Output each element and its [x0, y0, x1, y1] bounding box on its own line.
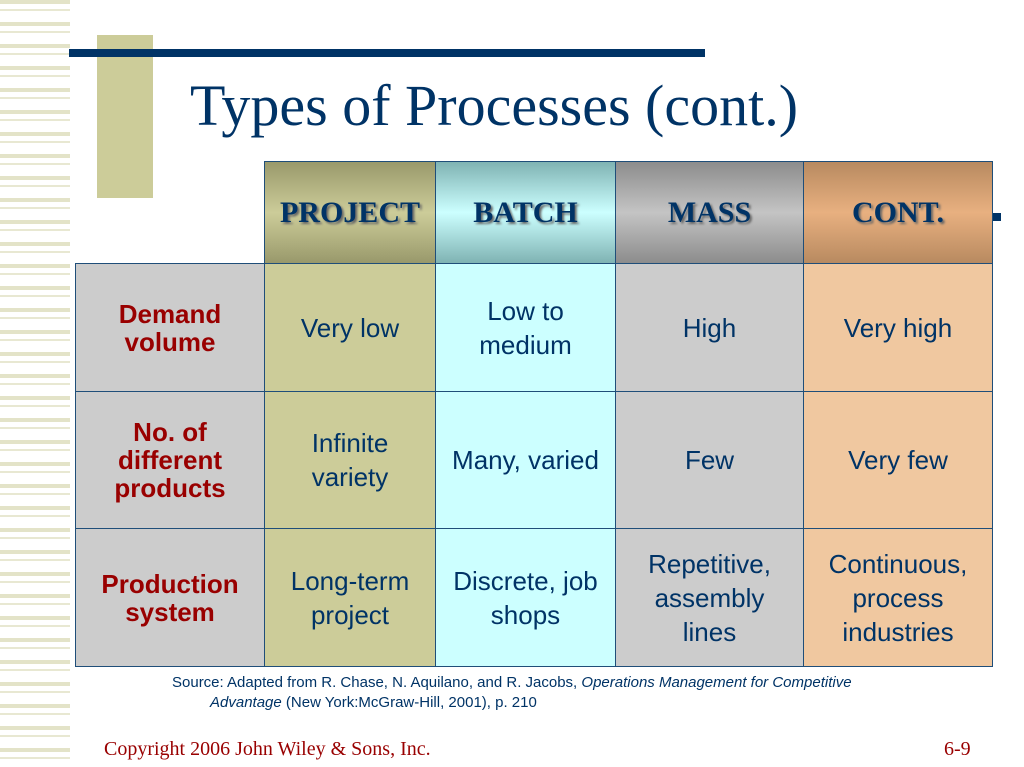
row-label: No. of different products	[75, 391, 265, 529]
row-label: Demand volume	[75, 263, 265, 392]
table-cell: Long-term project	[264, 528, 436, 667]
table-cell-text: Many, varied	[452, 445, 599, 475]
table-cell-text: High	[682, 312, 737, 343]
decorative-tan-bar	[97, 35, 153, 198]
column-header-batch: BATCH	[435, 161, 616, 264]
source-book-title-1: Operations Management for Competitive	[581, 674, 852, 691]
table-cell: Very few	[803, 391, 993, 529]
column-header-project: PROJECT	[264, 161, 436, 264]
page-number: 6-9	[944, 738, 971, 760]
decorative-stripes	[0, 0, 70, 767]
table-cell: Discrete, job shops	[435, 528, 616, 667]
decorative-blue-bar	[69, 49, 705, 57]
column-header-mass-text: MASS	[667, 195, 752, 229]
column-header-mass: MASS	[615, 161, 804, 264]
table-cell: High	[615, 263, 804, 392]
table-cell-text: Infinite variety	[311, 428, 389, 492]
table-cell: Low to medium	[435, 263, 616, 392]
column-header-project-text: PROJECT	[279, 195, 420, 229]
source-prefix: Source: Adapted from R. Chase, N. Aquila…	[172, 674, 582, 691]
source-book-title-2: Advantage	[210, 694, 282, 711]
table-cell-text: Very high	[843, 312, 953, 343]
row-label-text: Demand volume	[118, 298, 222, 357]
table-cell: Very low	[264, 263, 436, 392]
column-header-cont: CONT.	[803, 161, 993, 264]
source-citation: Source: Adapted from R. Chase, N. Aquila…	[172, 673, 852, 713]
row-label-text: No. of different products	[114, 417, 226, 503]
table-cell-text: Discrete, job shops	[453, 565, 598, 630]
slide-title: Types of Processes (cont.)	[190, 73, 799, 138]
table-cell: Repetitive, assembly lines	[615, 528, 804, 667]
table-cell: Few	[615, 391, 804, 529]
table-cell-text: Long-term project	[290, 565, 410, 630]
table-cell-text: Very few	[848, 445, 948, 475]
decorative-square	[993, 213, 1001, 221]
table-cell: Continuous, process industries	[803, 528, 993, 667]
source-suffix: (New York:McGraw-Hill, 2001), p. 210	[281, 694, 537, 711]
table-cell: Very high	[803, 263, 993, 392]
row-label: Production system	[75, 528, 265, 667]
column-header-batch-text: BATCH	[473, 195, 578, 229]
table-cell-text: Continuous, process industries	[828, 548, 968, 647]
table-cell: Many, varied	[435, 391, 616, 529]
table-cell-text: Low to medium	[479, 295, 572, 360]
table-cell-text: Repetitive, assembly lines	[648, 548, 771, 647]
column-header-cont-text: CONT.	[852, 195, 944, 229]
row-label-text: Production system	[101, 568, 239, 627]
table-cell-text: Few	[684, 445, 735, 475]
table-cell: Infinite variety	[264, 391, 436, 529]
table-cell-text: Very low	[300, 312, 400, 343]
copyright: Copyright 2006 John Wiley & Sons, Inc.	[104, 738, 431, 760]
